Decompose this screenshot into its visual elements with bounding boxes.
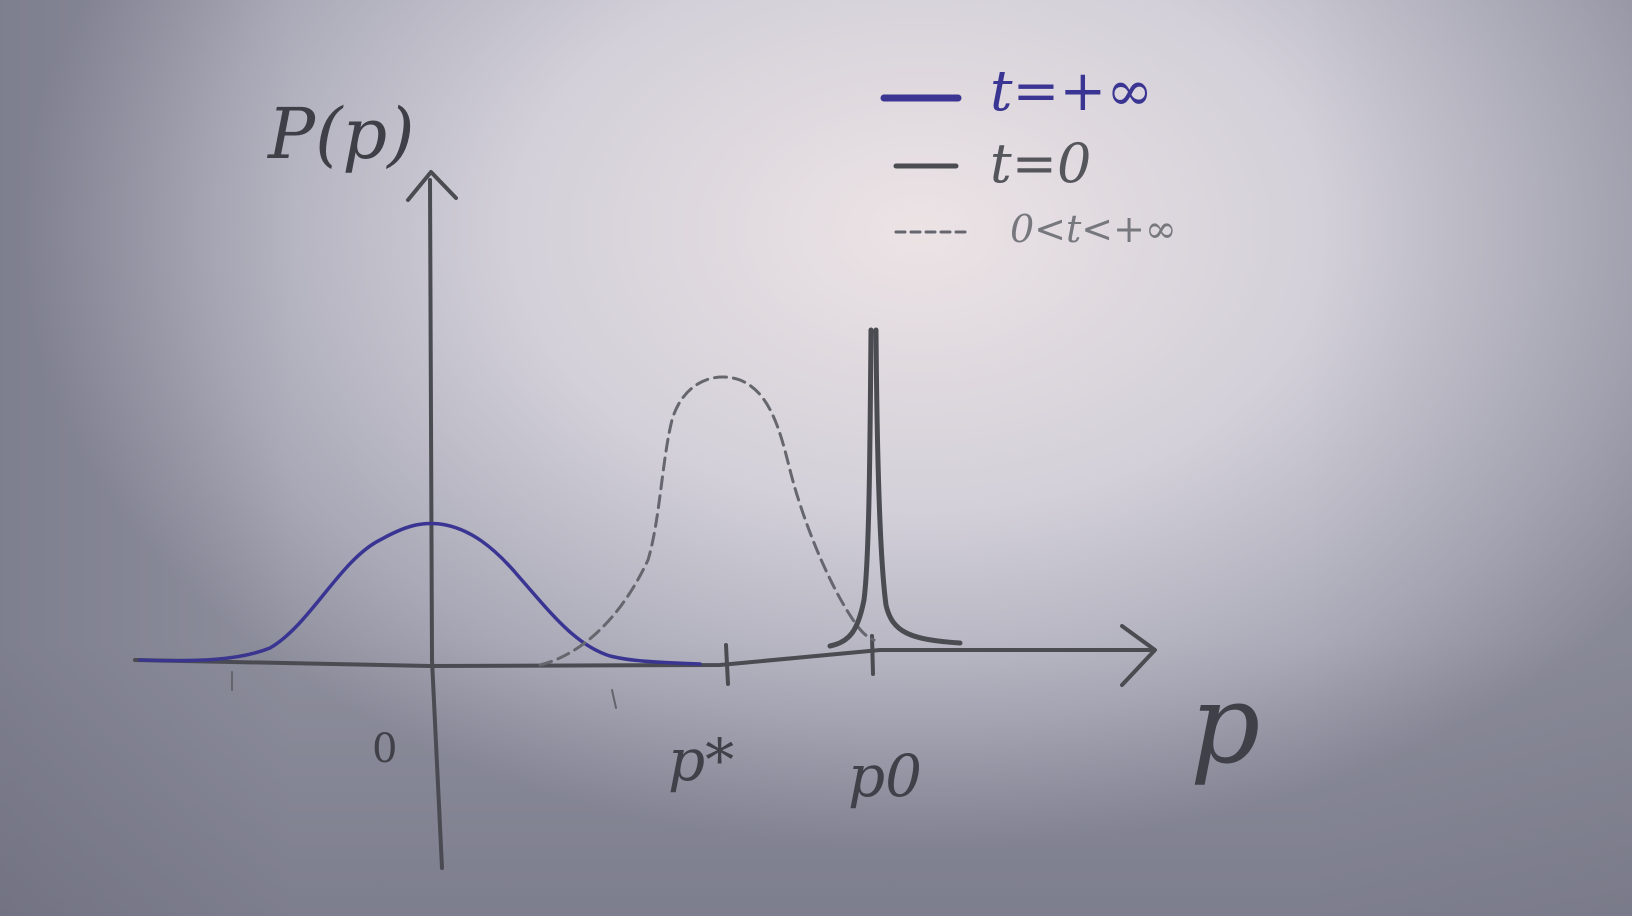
tick-label-p-zero: p0 (848, 742, 922, 810)
x-axis-arrowhead (1120, 624, 1157, 687)
tick-p-zero (870, 634, 875, 676)
tick-p-star (724, 643, 730, 686)
tick-label-origin: 0 (372, 726, 397, 772)
curve-t-zero-right (873, 327, 963, 646)
tick-label-p-star: p* (668, 726, 734, 794)
curve-intermediate-dashed (538, 375, 876, 667)
legend-entry-t-zero: t=0 (893, 132, 1091, 195)
y-axis-line (428, 178, 444, 870)
curve-t-zero (827, 327, 874, 649)
legend-label-t-infinity: t=+∞ (990, 59, 1153, 124)
y-axis-label: P(p) (266, 93, 415, 175)
tick-minor-right (611, 689, 617, 709)
y-axis-arrowhead (406, 170, 458, 202)
legend-entry-t-infinity: t=+∞ (880, 59, 1153, 124)
curve-t-infinity (138, 521, 702, 666)
legend-entry-intermediate: 0<t<+∞ (894, 207, 1177, 251)
legend-label-intermediate: 0<t<+∞ (1010, 207, 1177, 251)
legend-label-t-zero: t=0 (990, 132, 1091, 195)
x-axis-label: p (1190, 660, 1260, 788)
x-axis-line (133, 648, 1152, 668)
legend: t=+∞ t=0 0<t<+∞ (880, 59, 1177, 251)
